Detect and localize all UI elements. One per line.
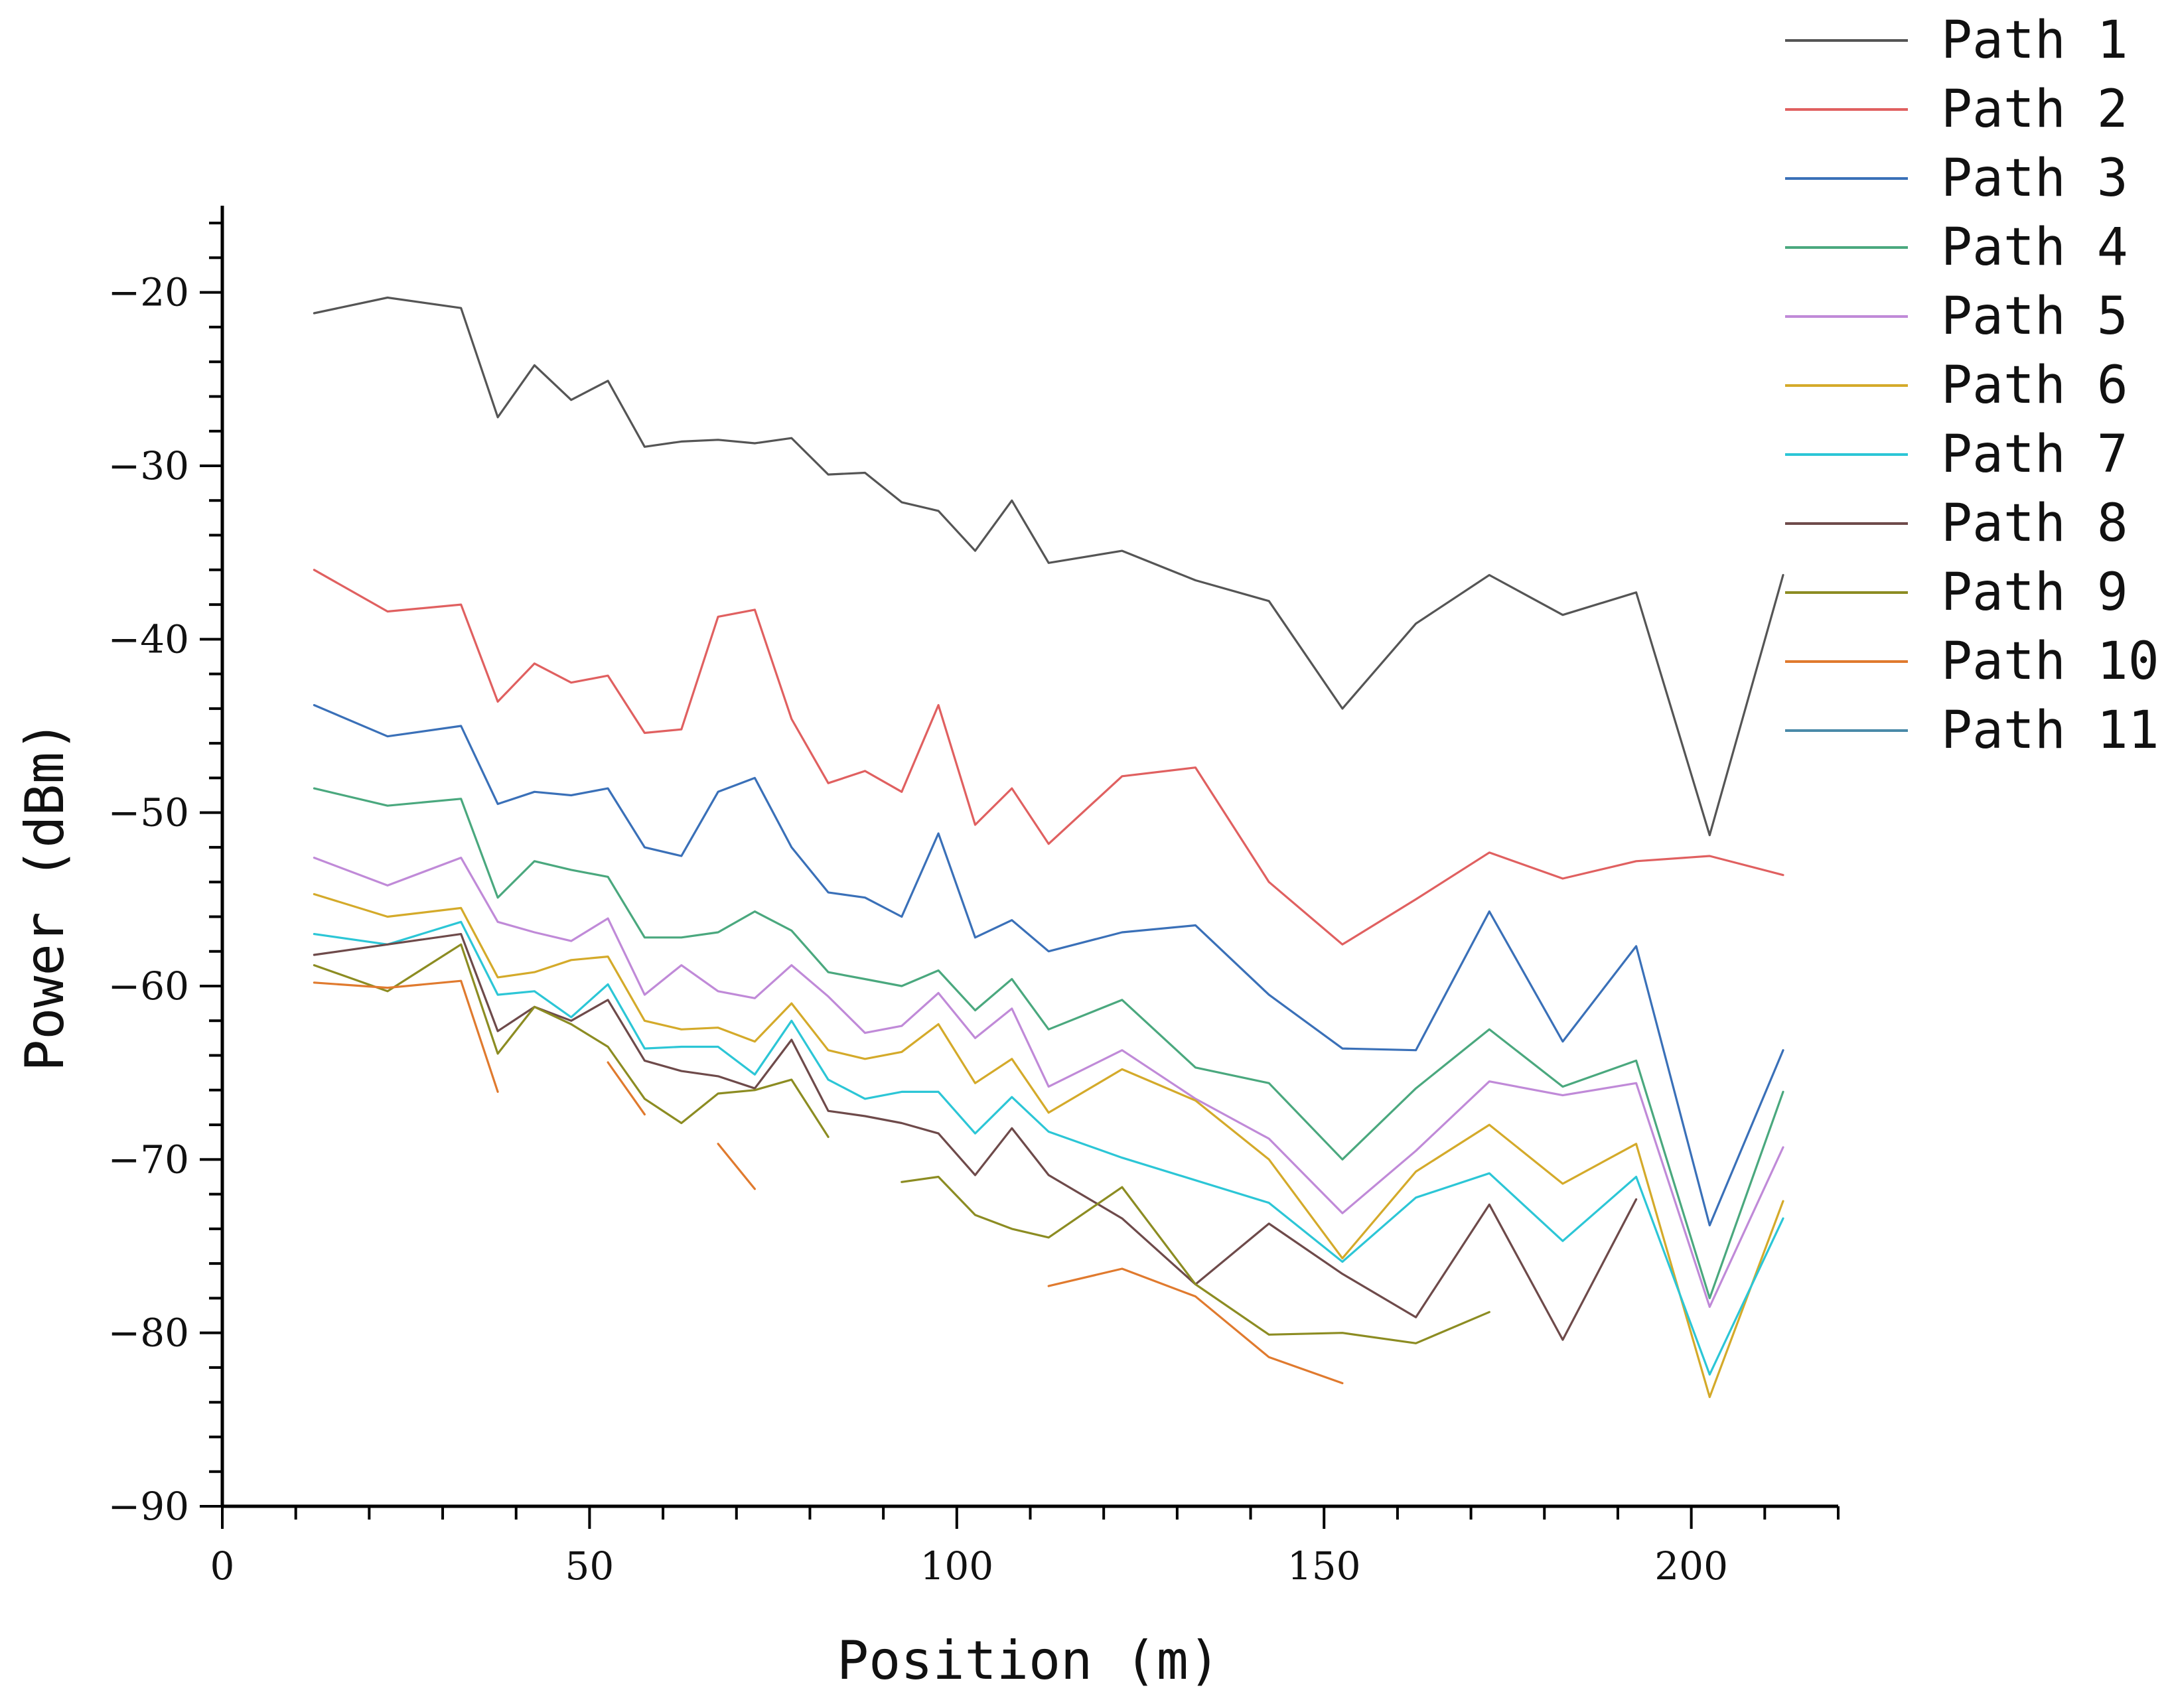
axis-titles: Position (m) Power (dBm) bbox=[14, 720, 1220, 1691]
series-line-path-5 bbox=[313, 857, 1784, 1309]
y-tick-label: −30 bbox=[108, 443, 189, 488]
x-tick-label: 200 bbox=[1654, 1543, 1728, 1589]
series-line-path-8 bbox=[313, 933, 1638, 1341]
series-line-path-9 bbox=[313, 943, 1490, 1344]
legend-label-5: Path 5 bbox=[1941, 287, 2128, 346]
plot-series bbox=[313, 296, 1784, 1398]
series-line-path-10 bbox=[313, 979, 1344, 1385]
y-tick-label: −50 bbox=[108, 790, 189, 835]
x-tick-label: 150 bbox=[1287, 1543, 1361, 1589]
legend-label-4: Path 4 bbox=[1941, 218, 2128, 277]
legend-label-9: Path 9 bbox=[1941, 563, 2128, 622]
series-line-path-3 bbox=[313, 704, 1784, 1227]
y-tick-label: −80 bbox=[108, 1311, 189, 1356]
series-line-path-6 bbox=[313, 892, 1784, 1398]
legend-label-3: Path 3 bbox=[1941, 149, 2128, 208]
legend-label-2: Path 2 bbox=[1941, 80, 2128, 139]
y-tick-label: −60 bbox=[108, 963, 189, 1009]
legend-label-1: Path 1 bbox=[1941, 11, 2128, 70]
y-tick-label: −70 bbox=[108, 1137, 189, 1182]
series-line-path-2 bbox=[313, 569, 1784, 946]
legend-label-10: Path 10 bbox=[1941, 632, 2159, 691]
x-tick-label: 0 bbox=[210, 1543, 235, 1589]
legend-label-8: Path 8 bbox=[1941, 494, 2128, 553]
y-tick-label: −20 bbox=[108, 270, 189, 315]
axes: 0 50 100 150 200 −20 −30 −40 −50 −60 −70 −80 −90 bbox=[108, 206, 1840, 1589]
legend-label-7: Path 7 bbox=[1941, 425, 2128, 484]
y-tick-label: −40 bbox=[108, 616, 189, 662]
y-tick-label: −90 bbox=[108, 1484, 189, 1529]
series-line-path-7 bbox=[313, 920, 1784, 1376]
x-axis-title: Position (m) bbox=[837, 1630, 1220, 1691]
series-line-path-1 bbox=[313, 296, 1784, 837]
legend-label-11: Path 11 bbox=[1941, 701, 2159, 760]
x-tick-label: 50 bbox=[565, 1543, 615, 1589]
legend-label-6: Path 6 bbox=[1941, 356, 2128, 415]
x-tick-label: 100 bbox=[920, 1543, 993, 1589]
legend: Path 1 Path 2 Path 3 Path 4 Path 5 Path 6 Path… bbox=[1785, 11, 2159, 760]
series-line-path-4 bbox=[313, 787, 1784, 1299]
y-axis-title: Power (dBm) bbox=[14, 720, 76, 1072]
